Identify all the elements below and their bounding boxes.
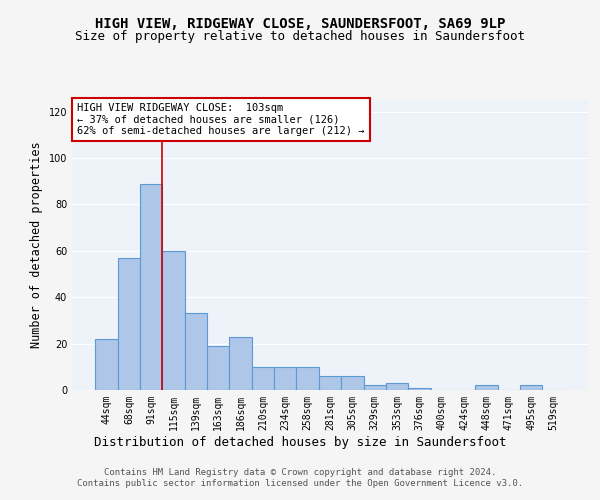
- Bar: [118, 258, 140, 390]
- Bar: [364, 386, 386, 390]
- Bar: [274, 367, 296, 390]
- Bar: [95, 339, 118, 390]
- Bar: [163, 251, 185, 390]
- Text: Contains public sector information licensed under the Open Government Licence v3: Contains public sector information licen…: [77, 480, 523, 488]
- Bar: [520, 386, 542, 390]
- Bar: [207, 346, 229, 390]
- Bar: [296, 367, 319, 390]
- Bar: [408, 388, 431, 390]
- Text: Distribution of detached houses by size in Saundersfoot: Distribution of detached houses by size …: [94, 436, 506, 449]
- Bar: [319, 376, 341, 390]
- Bar: [229, 336, 252, 390]
- Bar: [185, 314, 207, 390]
- Text: Contains HM Land Registry data © Crown copyright and database right 2024.: Contains HM Land Registry data © Crown c…: [104, 468, 496, 477]
- Bar: [140, 184, 163, 390]
- Y-axis label: Number of detached properties: Number of detached properties: [30, 142, 43, 348]
- Bar: [386, 383, 408, 390]
- Bar: [475, 386, 497, 390]
- Text: HIGH VIEW, RIDGEWAY CLOSE, SAUNDERSFOOT, SA69 9LP: HIGH VIEW, RIDGEWAY CLOSE, SAUNDERSFOOT,…: [95, 18, 505, 32]
- Bar: [341, 376, 364, 390]
- Text: HIGH VIEW RIDGEWAY CLOSE:  103sqm
← 37% of detached houses are smaller (126)
62%: HIGH VIEW RIDGEWAY CLOSE: 103sqm ← 37% o…: [77, 103, 365, 136]
- Bar: [252, 367, 274, 390]
- Text: Size of property relative to detached houses in Saundersfoot: Size of property relative to detached ho…: [75, 30, 525, 43]
